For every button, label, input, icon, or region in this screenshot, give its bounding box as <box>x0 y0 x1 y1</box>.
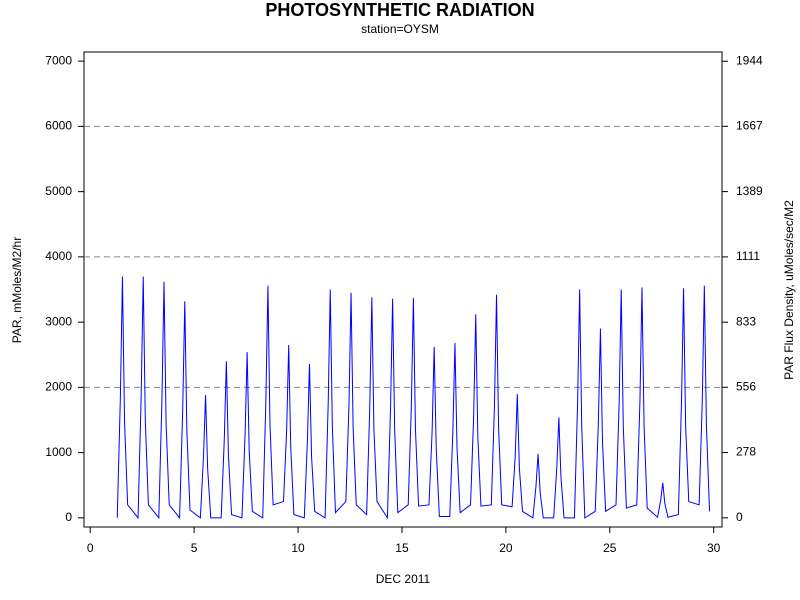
y-tick-label: 1000 <box>45 445 72 459</box>
y-axis-label: PAR, mMoles/M2/hr <box>10 237 24 343</box>
y2-axis-label: PAR Flux Density, uMoles/sec/M2 <box>782 200 796 380</box>
x-tick-label: 10 <box>291 541 305 555</box>
y2-tick-label: 0 <box>736 510 743 524</box>
y-tick-label: 4000 <box>45 249 72 263</box>
y-tick-label: 0 <box>65 510 72 524</box>
x-axis-label: DEC 2011 <box>376 572 431 586</box>
y-tick-label: 7000 <box>45 53 72 67</box>
x-tick-label: 20 <box>499 541 513 555</box>
y2-tick-label: 1111 <box>736 249 760 263</box>
x-tick-label: 30 <box>707 541 721 555</box>
y2-tick-label: 556 <box>736 379 756 393</box>
chart-subtitle: station=OYSM <box>361 22 439 36</box>
y-tick-label: 2000 <box>45 380 72 394</box>
x-tick-label: 0 <box>87 541 94 555</box>
y2-tick-label: 1944 <box>736 53 763 67</box>
x-tick-label: 5 <box>191 541 198 555</box>
y-tick-label: 5000 <box>45 184 72 198</box>
chart-title: PHOTOSYNTHETIC RADIATION <box>265 0 534 20</box>
y-tick-label: 3000 <box>45 314 72 328</box>
plot-frame <box>83 51 723 528</box>
y2-tick-label: 1667 <box>736 118 763 132</box>
data-line <box>116 276 711 520</box>
x-tick-label: 25 <box>603 541 617 555</box>
y2-tick-label: 1389 <box>736 184 763 198</box>
y-tick-label: 6000 <box>45 119 72 133</box>
y2-tick-label: 833 <box>736 314 756 328</box>
y2-tick-label: 278 <box>736 445 756 459</box>
x-tick-label: 15 <box>395 541 409 555</box>
